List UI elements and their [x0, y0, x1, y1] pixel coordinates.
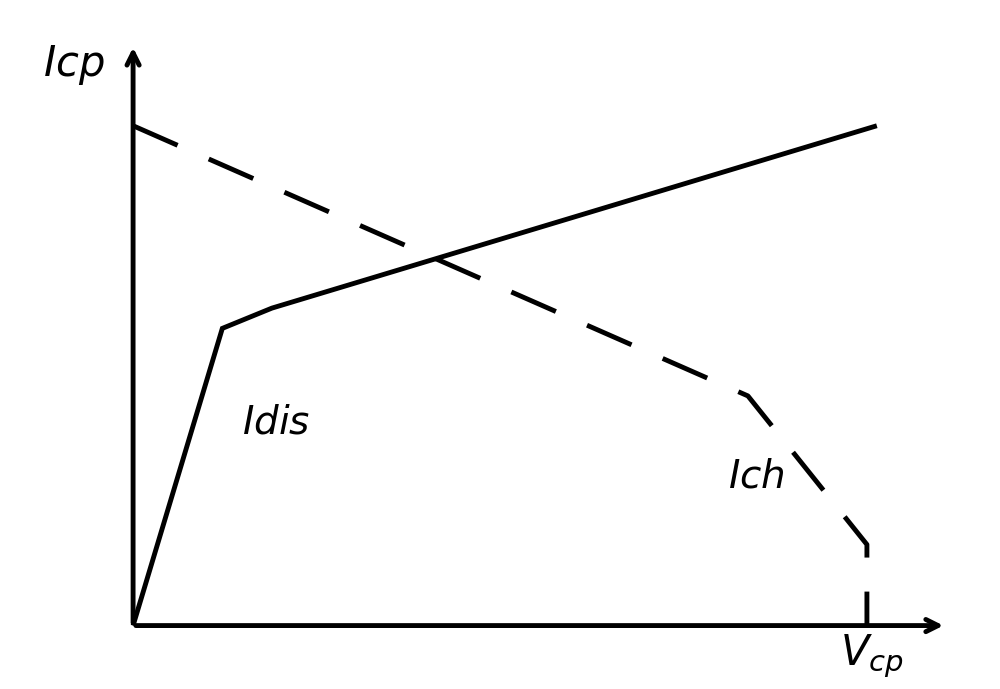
Text: $Idis$: $Idis$ [242, 404, 311, 442]
Text: $V_{cp}$: $V_{cp}$ [840, 633, 904, 680]
Text: $Ich$: $Ich$ [728, 458, 785, 495]
Text: $Icp$: $Icp$ [43, 43, 104, 87]
